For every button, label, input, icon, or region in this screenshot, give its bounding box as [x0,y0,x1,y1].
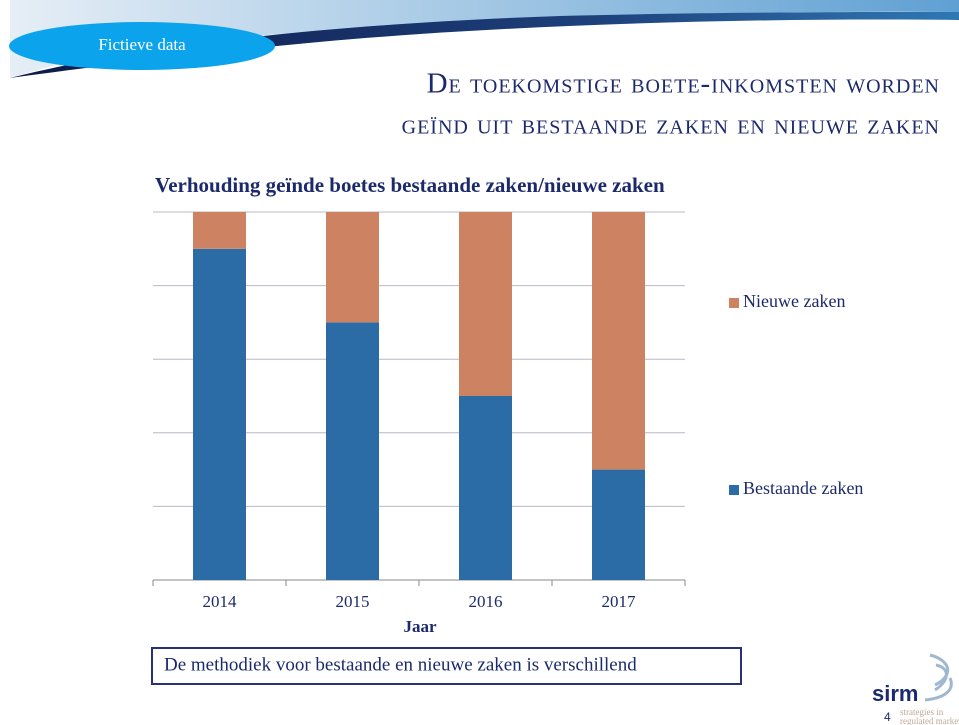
legend-label: Bestaande zaken [743,478,863,498]
legend-label: Nieuwe zaken [743,291,845,311]
x-tick-label: 2017 [602,592,637,611]
header-band-light [10,0,959,78]
slide-title: De toekomstige boete-inkomsten worden [427,68,940,100]
x-tick-label: 2014 [203,592,238,611]
x-axis-label: Jaar [403,617,437,636]
logo-mark [924,653,953,702]
badge-text: Fictieve data [98,35,186,54]
chart-title: Verhouding geïnde boetes bestaande zaken… [155,173,665,197]
note-box [151,647,742,685]
bar-segment [459,396,512,580]
bar-segment [193,212,246,249]
bar-segment [326,322,379,580]
legend-swatch [729,298,739,308]
bar-segment [459,212,512,396]
bar-segment [193,248,246,581]
page-number: 4 [884,710,891,724]
slide-title: geïnd uit bestaande zaken en nieuwe zake… [402,109,940,141]
badge [9,22,275,70]
bar-segment [326,212,379,323]
tagline: regulated markets [900,716,959,725]
x-tick-label: 2016 [469,592,503,611]
x-tick-label: 2015 [336,592,370,611]
bar-segment [592,212,645,470]
logo: sirm [872,681,918,706]
legend-swatch [729,485,739,495]
bar-segment [592,469,645,580]
note: De methodiek voor bestaande en nieuwe za… [164,654,637,675]
tagline: strategies in [900,707,944,717]
